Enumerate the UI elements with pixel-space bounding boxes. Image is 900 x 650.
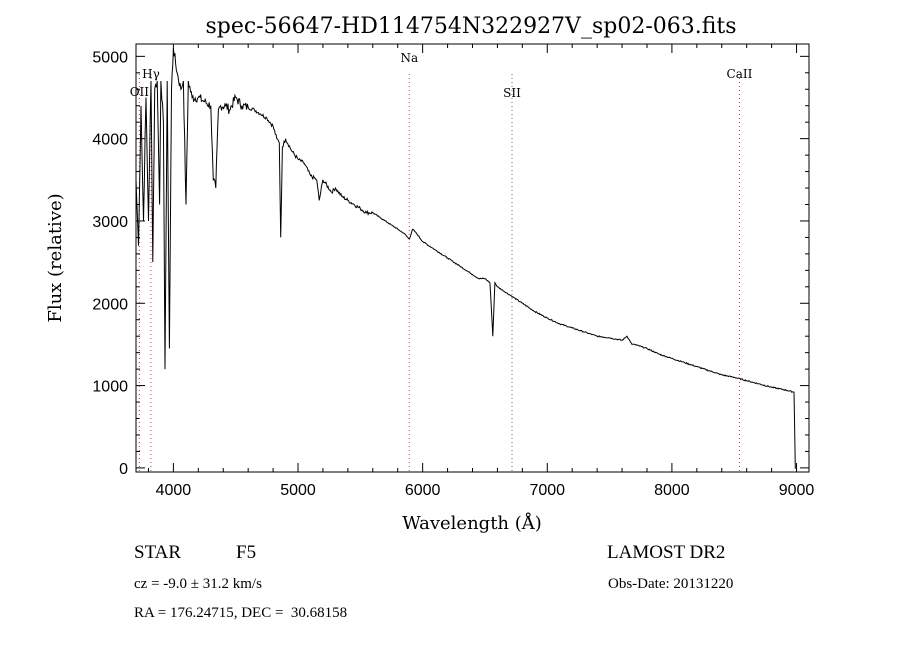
y-tick-label: 2000 [92,296,128,313]
x-axis-label: Wavelength (Å) [402,512,542,534]
x-tick-label: 9000 [779,482,815,499]
y-tick-label: 4000 [92,132,128,149]
x-tick-label: 5000 [280,482,316,499]
marker-label: OII [130,85,150,99]
x-tick-label: 4000 [156,482,192,499]
spectral-line-markers: OII Hγ Na SII CaII [130,51,753,472]
x-tick-label: 8000 [654,482,690,499]
y-tick-label: 5000 [92,49,128,66]
survey-name: LAMOST DR2 [607,542,726,563]
spectral-class: F5 [236,542,257,563]
y-tick-label: 0 [119,461,128,478]
x-axis-ticks: 4000 5000 6000 7000 8000 9000 [147,44,815,499]
marker-label: SII [503,86,521,100]
y-tick-label: 1000 [92,379,128,396]
y-axis-label: Flux (relative) [45,193,66,322]
x-tick-label: 6000 [405,482,441,499]
marker-label: Hγ [142,67,160,81]
x-tick-label: 7000 [529,482,565,499]
marker-label: CaII [727,67,753,81]
object-type: STAR [134,542,182,563]
y-axis-ticks: 0 1000 2000 3000 4000 5000 [92,49,809,478]
chart-title: spec-56647-HD114754N322927V_sp02-063.fit… [205,14,736,39]
y-tick-label: 3000 [92,214,128,231]
velocity-readout: cz = -9.0 ± 31.2 km/s [134,576,262,592]
spectrum-line [135,48,796,469]
obs-date: Obs-Date: 20131220 [608,576,734,592]
plot-frame [135,43,810,473]
marker-label: Na [400,51,418,65]
coordinates-readout: RA = 176.24715, DEC = 30.68158 [134,605,348,621]
